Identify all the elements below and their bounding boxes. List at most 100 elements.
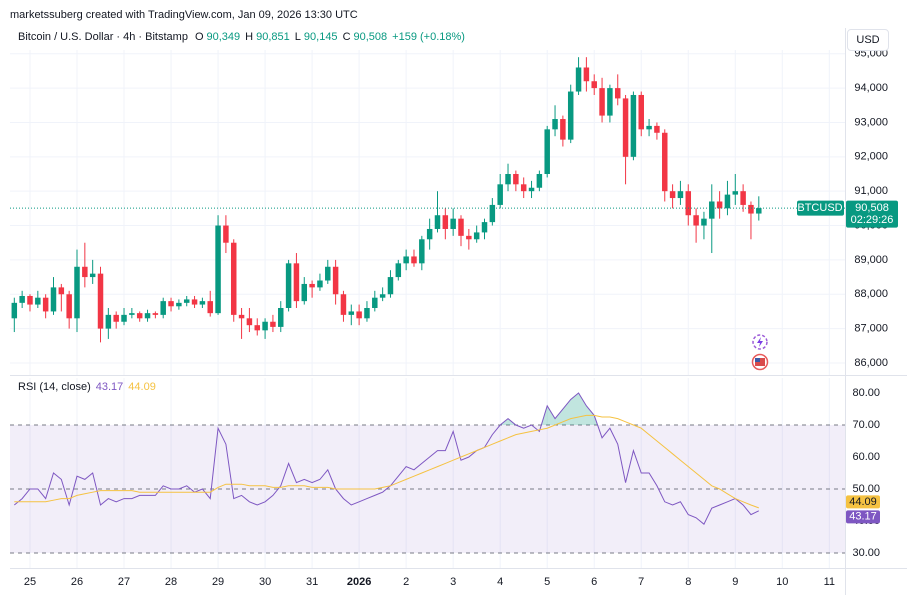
ohlc-letter: O [194, 31, 204, 43]
ohlc-letter: H [245, 31, 254, 43]
x-tick-label: 30 [259, 576, 271, 588]
candle-body [223, 225, 229, 243]
x-tick-label: 7 [638, 576, 644, 588]
candle-body [301, 283, 308, 302]
candle-body [489, 204, 496, 223]
x-tick-label: 26 [71, 576, 83, 588]
candle-body [473, 232, 480, 240]
y-tick-label: 50.00 [852, 483, 880, 495]
y-tick-label: 30.00 [852, 547, 880, 559]
candle-body [191, 299, 198, 305]
rsi-value: 43.17 [95, 381, 124, 393]
candle-body [50, 287, 57, 312]
candle-body [450, 218, 456, 229]
candle-body [82, 266, 88, 278]
candle-body [372, 297, 378, 308]
candle-body [293, 263, 300, 302]
rsi-line [13, 392, 760, 525]
candle-body [97, 273, 104, 329]
candle-body [348, 311, 355, 315]
candle-body [207, 301, 213, 314]
price-tag [846, 200, 898, 228]
x-tick-label: 29 [212, 576, 224, 588]
candle-body [607, 88, 613, 116]
candle-body [481, 222, 488, 233]
candle-body [215, 225, 221, 314]
x-tick-label: 28 [165, 576, 177, 588]
ohlc-value: 90,349 [206, 31, 241, 43]
candle-body [442, 215, 449, 229]
y-tick-label: 88,000 [854, 288, 888, 300]
candle-body [560, 119, 566, 140]
price-tag-label: 90,508 [855, 202, 889, 214]
candle-body [638, 94, 644, 130]
candle-body [74, 266, 80, 319]
ohlc-value: 90,508 [353, 31, 388, 43]
candle-body [136, 313, 143, 319]
x-tick-label: 10 [776, 576, 788, 588]
candle-body [520, 184, 527, 192]
candle-body [614, 88, 621, 99]
candle-body [309, 283, 315, 288]
event-icons [751, 334, 769, 371]
candle-body [552, 119, 558, 130]
candle-body [591, 81, 597, 89]
rsi-tag-label: 43.17 [849, 511, 877, 523]
x-tick-label: 6 [591, 576, 597, 588]
x-tick-label: 3 [450, 576, 456, 588]
candle-body [340, 294, 347, 315]
candle-body [129, 313, 135, 315]
candle-body [630, 94, 637, 157]
candle-body [168, 301, 174, 307]
candle-body [536, 174, 543, 188]
x-tick-label: 2026 [347, 576, 371, 588]
candle-body [285, 263, 292, 308]
candle-body [144, 313, 151, 319]
candle-body [42, 297, 49, 312]
candle-body [317, 280, 323, 288]
rsi-ma-value: 44.09 [128, 381, 156, 393]
candle-body [11, 302, 18, 319]
candle-body [105, 314, 112, 329]
candle-body [677, 191, 684, 199]
candle-body [113, 314, 119, 322]
candle-body [160, 301, 166, 315]
symbol-tag [797, 200, 844, 216]
x-tick-label: 27 [118, 576, 130, 588]
candle-body [403, 256, 409, 264]
candle-body [583, 67, 590, 82]
y-tick-label: 92,000 [854, 151, 888, 163]
candle-body [58, 287, 65, 295]
x-tick-label: 8 [685, 576, 691, 588]
candle-body [497, 184, 503, 205]
candle-body [270, 321, 276, 327]
candle-body [654, 125, 660, 133]
candle-body [458, 218, 464, 236]
x-tick-label: 11 [824, 576, 835, 588]
candle-body [575, 67, 582, 92]
candle-body [748, 204, 754, 214]
x-tick-label: 2 [403, 576, 409, 588]
candle-body [426, 228, 433, 240]
x-tick-label: 9 [732, 576, 738, 588]
candle-body [395, 263, 402, 278]
candle-body [434, 215, 441, 229]
x-tick-label: 31 [306, 576, 318, 588]
ohlc-letter: L [294, 31, 301, 43]
candle-body [387, 277, 394, 295]
candle-body [246, 318, 253, 326]
symbol-tag-label: BTCUSD [797, 202, 842, 214]
candle-body [599, 88, 605, 116]
candle-body [176, 302, 182, 307]
y-tick-label: 89,000 [854, 254, 888, 266]
candle-body [505, 174, 511, 185]
candle-body [364, 308, 370, 319]
rsi-tag [846, 495, 880, 509]
change: +159 (+0.18%) [392, 31, 465, 43]
candle-body [732, 191, 739, 195]
ohlc-letter: C [342, 31, 351, 43]
currency-button[interactable]: USD [847, 29, 889, 51]
candle-body [669, 191, 676, 199]
candle-body [278, 308, 284, 327]
candle-body [19, 295, 25, 303]
